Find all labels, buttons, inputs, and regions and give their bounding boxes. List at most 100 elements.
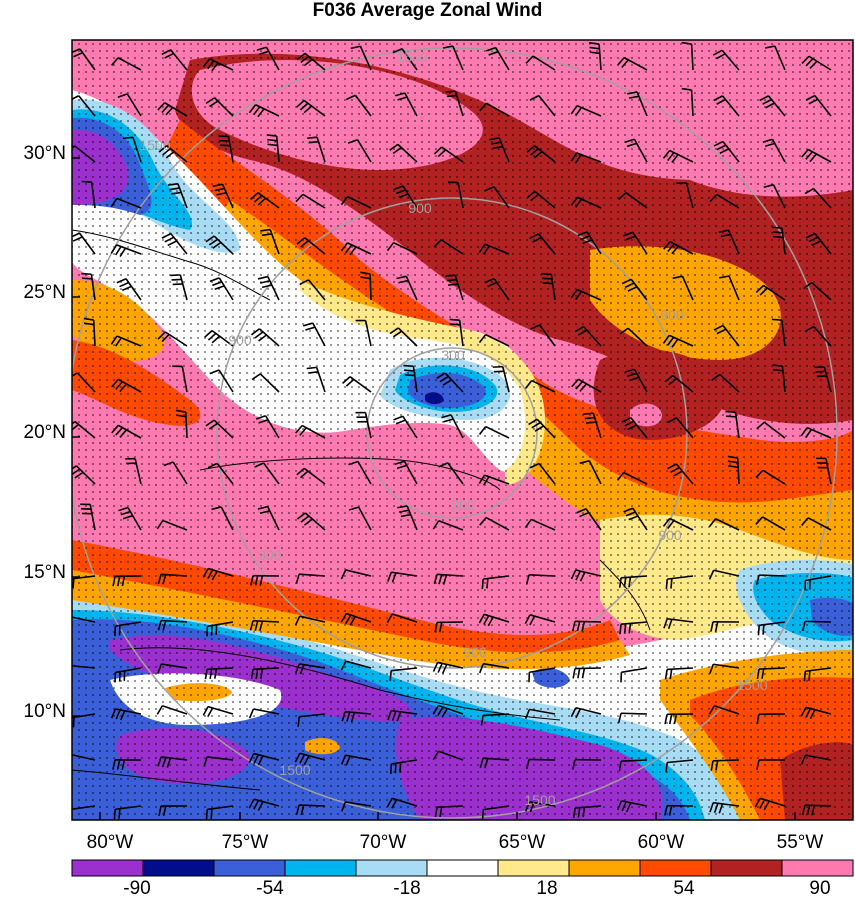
wind-barb bbox=[387, 571, 418, 583]
lon-label-70w: 70°W bbox=[359, 832, 407, 853]
wind-barb bbox=[207, 462, 234, 485]
wind-barb bbox=[800, 426, 832, 439]
wind-barb bbox=[432, 704, 464, 718]
wind-barb bbox=[529, 233, 556, 255]
wind-barb bbox=[525, 801, 556, 813]
wind-barb bbox=[526, 190, 556, 209]
wind-barb bbox=[725, 410, 740, 439]
wind-barb bbox=[772, 364, 786, 393]
wind-barb bbox=[755, 469, 786, 485]
wind-barb bbox=[72, 575, 96, 589]
colorbar-tick-label: -54 bbox=[256, 878, 284, 899]
wind-barb bbox=[570, 706, 602, 719]
wind-barb bbox=[434, 621, 464, 633]
ring-label-1500: 1500 bbox=[279, 762, 310, 778]
wind-barb bbox=[800, 706, 832, 720]
wind-barb bbox=[665, 759, 694, 773]
wind-barb bbox=[801, 804, 832, 816]
wind-barb bbox=[395, 92, 418, 117]
wind-barb bbox=[158, 805, 188, 817]
wind-barb bbox=[664, 374, 694, 393]
wind-barb bbox=[771, 318, 786, 347]
wind-barb bbox=[481, 575, 510, 590]
wind-barb bbox=[485, 46, 510, 71]
wind-barb bbox=[170, 274, 188, 301]
plot-title: F036 Average Zonal Wind bbox=[312, 0, 543, 21]
colorbar-swatch bbox=[497, 859, 570, 877]
wind-barb bbox=[589, 41, 602, 71]
wind-barb bbox=[572, 805, 602, 818]
wind-barb bbox=[618, 759, 648, 772]
wind-barb bbox=[81, 272, 96, 301]
wind-barb bbox=[616, 471, 648, 485]
wind-barb bbox=[113, 805, 142, 820]
wind-barb bbox=[117, 93, 142, 117]
ring-label-300: 300 bbox=[441, 347, 465, 363]
wind-barb bbox=[307, 136, 326, 163]
wind-barb bbox=[167, 182, 188, 209]
wind-barb bbox=[529, 94, 556, 117]
wind-barb bbox=[801, 148, 832, 163]
wind-barb bbox=[211, 506, 234, 531]
wind-barb bbox=[202, 705, 234, 718]
wind-barb bbox=[755, 574, 786, 586]
wind-barb bbox=[350, 45, 372, 71]
wind-barb bbox=[110, 244, 142, 258]
colorbar-tick-label: 54 bbox=[673, 878, 695, 899]
wind-barb bbox=[110, 708, 142, 721]
wind-barb bbox=[72, 616, 96, 623]
ring-label-1500: 1500 bbox=[736, 677, 767, 693]
wind-barb bbox=[713, 324, 740, 347]
wind-barb bbox=[524, 379, 556, 393]
wind-barb bbox=[205, 805, 234, 820]
wind-barb bbox=[621, 278, 648, 301]
wind-barb bbox=[118, 506, 142, 531]
wind-barb bbox=[528, 418, 556, 439]
wind-barb bbox=[764, 45, 786, 71]
wind-barb bbox=[72, 232, 96, 255]
wind-barb bbox=[570, 196, 602, 209]
wind-barb bbox=[112, 759, 142, 770]
wind-barb bbox=[478, 613, 510, 627]
wind-barb bbox=[433, 573, 464, 585]
wind-barb bbox=[360, 271, 372, 301]
colorbar-swatch bbox=[639, 859, 712, 877]
wind-barb bbox=[248, 798, 280, 811]
wind-barb bbox=[579, 459, 602, 485]
wind-barb bbox=[524, 708, 556, 719]
wind-barb bbox=[619, 621, 648, 635]
wind-barb bbox=[251, 373, 280, 393]
ring-label-1500: 1500 bbox=[524, 792, 555, 808]
colorbar-tick-label: -90 bbox=[123, 878, 151, 899]
wind-barb bbox=[393, 415, 418, 439]
wind-barb bbox=[72, 805, 96, 810]
wind-barb bbox=[617, 712, 648, 724]
wind-barb bbox=[571, 378, 602, 393]
wind-barb bbox=[755, 516, 786, 531]
wind-barb bbox=[480, 713, 510, 726]
colorbar-swatch bbox=[142, 859, 215, 877]
wind-barb bbox=[662, 149, 694, 164]
wind-barb bbox=[342, 376, 372, 393]
wind-barb bbox=[110, 335, 142, 347]
wind-barb bbox=[441, 414, 464, 439]
wind-barb bbox=[801, 620, 832, 632]
colorbar-swatch bbox=[284, 859, 357, 877]
wind-barb bbox=[347, 139, 372, 163]
ring-900 bbox=[216, 197, 688, 669]
wind-barb bbox=[618, 192, 648, 209]
wind-barb bbox=[616, 800, 648, 813]
wind-barb bbox=[570, 288, 602, 301]
wind-barb bbox=[481, 805, 510, 820]
wind-barb bbox=[627, 91, 648, 117]
wind-barb bbox=[713, 140, 740, 163]
wind-barb bbox=[389, 667, 418, 681]
ring-300 bbox=[366, 347, 538, 519]
wind-barb bbox=[157, 331, 188, 347]
lat-label-30n: 30°N bbox=[23, 143, 66, 164]
wind-barb bbox=[397, 505, 418, 531]
wind-barb bbox=[340, 754, 372, 766]
wind-barb bbox=[389, 759, 418, 774]
lat-label-20n: 20°N bbox=[23, 422, 66, 443]
wind-barb bbox=[161, 49, 188, 71]
